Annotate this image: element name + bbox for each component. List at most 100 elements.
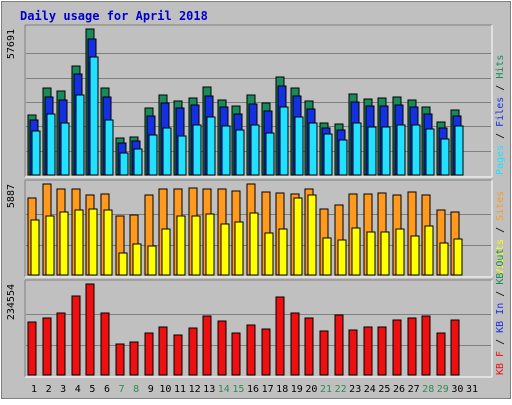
day-label-12: 12 bbox=[189, 384, 201, 395]
bar-pages-day-5 bbox=[89, 56, 99, 176]
bar-kb-f-day-17 bbox=[261, 328, 271, 376]
bar-kb-f-day-7 bbox=[115, 343, 125, 376]
day-label-28: 28 bbox=[422, 384, 434, 395]
bar-pages-day-22 bbox=[338, 139, 348, 176]
bar-pages-day-14 bbox=[221, 125, 231, 176]
bar-pages-day-8 bbox=[133, 148, 143, 176]
day-label-10: 10 bbox=[159, 384, 171, 395]
bar-pages-day-6 bbox=[104, 119, 114, 176]
bar-kb-f-day-20 bbox=[304, 317, 314, 376]
day-label-18: 18 bbox=[276, 384, 288, 395]
bar-pages-day-3 bbox=[60, 122, 70, 176]
bar-kb-f-day-3 bbox=[56, 312, 66, 376]
day-label-31: 31 bbox=[466, 384, 478, 395]
bar-pages-day-21 bbox=[323, 133, 333, 176]
bar-visits-day-9 bbox=[147, 245, 157, 276]
bar-pages-day-9 bbox=[148, 134, 158, 176]
bar-visits-day-22 bbox=[337, 239, 347, 276]
bar-visits-day-16 bbox=[249, 212, 259, 276]
day-label-11: 11 bbox=[174, 384, 186, 395]
bar-pages-day-29 bbox=[440, 138, 450, 176]
bar-kb-f-day-30 bbox=[450, 319, 460, 376]
bar-kb-f-day-11 bbox=[173, 334, 183, 376]
bar-kb-f-day-15 bbox=[231, 332, 241, 376]
bar-pages-day-20 bbox=[308, 122, 318, 176]
bar-kb-f-day-19 bbox=[290, 312, 300, 376]
bar-pages-day-12 bbox=[192, 124, 202, 176]
bar-visits-day-10 bbox=[161, 228, 171, 276]
right-label-kb-out: KB Out bbox=[495, 249, 506, 285]
bar-visits-day-23 bbox=[351, 227, 361, 276]
bar-kb-f-day-28 bbox=[421, 315, 431, 376]
day-label-4: 4 bbox=[75, 384, 81, 395]
right-label-files: Files bbox=[495, 97, 506, 127]
x-axis-day-labels: 1 2 3 4 5 6 7 8 9 10 11 12 13 14 15 16 17 18 19 20 21 22 23 24 2… bbox=[31, 384, 478, 395]
right-label-separator: / bbox=[495, 221, 506, 239]
bar-pages-day-27 bbox=[411, 124, 421, 176]
right-series-labels: Visits / Sites bbox=[495, 191, 506, 275]
day-label-3: 3 bbox=[60, 384, 66, 395]
bar-visits-day-6 bbox=[103, 209, 113, 276]
bar-kb-f-day-12 bbox=[188, 327, 198, 376]
bar-kb-f-day-27 bbox=[407, 317, 417, 376]
bar-kb-f-day-1 bbox=[27, 321, 37, 376]
bar-pages-day-7 bbox=[119, 152, 129, 176]
bar-visits-day-11 bbox=[176, 215, 186, 276]
bar-visits-day-13 bbox=[205, 213, 215, 276]
right-series-labels: KB F / KB In / KB Out bbox=[495, 249, 506, 375]
right-label-sites: Sites bbox=[495, 191, 506, 221]
bar-kb-f-day-14 bbox=[217, 320, 227, 376]
day-label-23: 23 bbox=[349, 384, 361, 395]
bar-pages-day-11 bbox=[177, 135, 187, 176]
bar-kb-f-day-21 bbox=[319, 330, 329, 376]
bar-kb-f-day-13 bbox=[202, 315, 212, 376]
bar-kb-f-day-18 bbox=[275, 296, 285, 376]
bar-kb-f-day-22 bbox=[334, 314, 344, 376]
day-label-5: 5 bbox=[89, 384, 95, 395]
day-label-7: 7 bbox=[119, 384, 125, 395]
bar-pages-day-10 bbox=[162, 127, 172, 176]
bar-visits-day-4 bbox=[74, 209, 84, 276]
bar-pages-day-25 bbox=[381, 126, 391, 176]
bar-kb-f-day-4 bbox=[71, 295, 81, 376]
bar-pages-day-13 bbox=[206, 116, 216, 176]
bar-pages-day-2 bbox=[46, 113, 56, 176]
panel-hits-files-pages: 57691 Pages / Files / Hits bbox=[6, 24, 506, 178]
bar-kb-f-day-2 bbox=[42, 317, 52, 376]
bar-kb-f-day-23 bbox=[348, 329, 358, 376]
bar-visits-day-15 bbox=[234, 221, 244, 276]
right-series-labels: Pages / Files / Hits bbox=[495, 55, 506, 175]
day-label-29: 29 bbox=[437, 384, 449, 395]
day-label-25: 25 bbox=[378, 384, 390, 395]
bar-visits-day-17 bbox=[264, 232, 274, 276]
day-label-24: 24 bbox=[364, 384, 376, 395]
right-label-hits: Hits bbox=[495, 55, 506, 79]
chart-title: Daily usage for April 2018 bbox=[20, 9, 208, 23]
day-label-27: 27 bbox=[408, 384, 420, 395]
outer-border-dark bbox=[1, 1, 511, 399]
right-label-separator: / bbox=[495, 127, 506, 145]
bar-visits-day-2 bbox=[45, 215, 55, 276]
y-max-label: 57691 bbox=[6, 29, 17, 59]
bar-visits-day-19 bbox=[293, 197, 303, 276]
bar-kb-f-day-9 bbox=[144, 332, 154, 376]
bar-pages-day-26 bbox=[396, 124, 406, 176]
bar-visits-day-26 bbox=[395, 228, 405, 276]
bar-kb-f-day-8 bbox=[129, 341, 139, 376]
day-label-2: 2 bbox=[46, 384, 52, 395]
day-label-17: 17 bbox=[262, 384, 274, 395]
bar-visits-day-28 bbox=[424, 225, 434, 276]
bar-pages-day-24 bbox=[367, 126, 377, 176]
right-label-kb-in: KB In bbox=[495, 303, 506, 333]
right-label-separator: / bbox=[495, 79, 506, 97]
bar-kb-f-day-25 bbox=[377, 326, 387, 376]
day-label-21: 21 bbox=[320, 384, 332, 395]
day-label-8: 8 bbox=[133, 384, 139, 395]
day-label-20: 20 bbox=[305, 384, 317, 395]
bar-kb-f-day-5 bbox=[85, 283, 95, 376]
bar-visits-day-21 bbox=[322, 237, 332, 276]
panel-visits-sites: 5887 Visits / Sites bbox=[6, 179, 506, 278]
bar-visits-day-3 bbox=[59, 211, 69, 276]
day-label-30: 30 bbox=[451, 384, 463, 395]
